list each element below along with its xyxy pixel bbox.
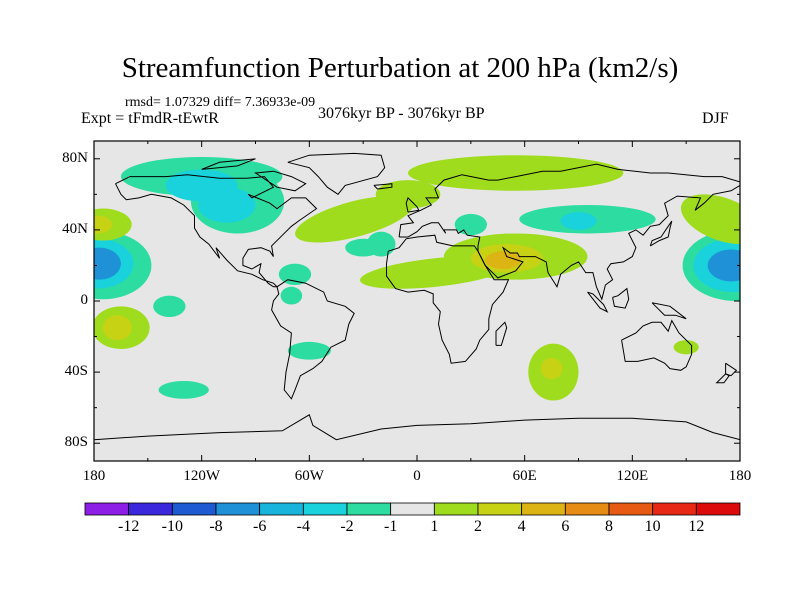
coastline-2 [271, 279, 355, 400]
field-middle-east-peak [485, 251, 522, 269]
coastline-11 [587, 291, 609, 313]
coastline-12 [651, 302, 687, 320]
colorbar-box [215, 502, 261, 516]
coastline-16 [254, 170, 307, 192]
colorbar-box [652, 502, 697, 516]
field-caribbean-neg [278, 263, 312, 286]
field-west-pacific-core [707, 249, 740, 282]
colorbar-label: -4 [296, 518, 310, 535]
coastline-3 [398, 163, 740, 301]
colorbar-box [128, 502, 173, 516]
field-tropical-pacific-neg [153, 295, 186, 318]
field-south-indian-core [540, 357, 563, 380]
colorbar-label: 4 [517, 518, 526, 535]
colorbar-label: -2 [340, 518, 354, 535]
period-label: 3076kyr BP - 3076kyr BP [318, 105, 485, 122]
colorbar-box [171, 502, 217, 516]
x-tick-label: 60W [294, 468, 324, 484]
colorbar-label: 6 [561, 518, 570, 535]
field-amazon-neg [280, 286, 303, 305]
field-australia-pos [673, 340, 699, 355]
colorbar-box [477, 502, 523, 516]
y-tick-label: 80S [64, 434, 88, 451]
colorbar-box [521, 502, 566, 516]
colorbar-label: 8 [605, 518, 613, 535]
x-tick-label: 0 [413, 468, 421, 484]
field-north-atlantic-pos [295, 195, 414, 243]
colorbar-box [302, 502, 348, 516]
coastline-15 [373, 183, 393, 190]
colorbar-label: -12 [117, 518, 140, 535]
colorbar-label: -1 [383, 518, 398, 535]
colorbar-label: 1 [430, 518, 439, 535]
colorbar-label: -8 [209, 518, 223, 535]
x-tick-label: 180 [82, 468, 106, 484]
colorbar-box [390, 502, 435, 516]
field-atlantic-sub-neg [345, 238, 382, 257]
coastline-14 [715, 373, 730, 384]
field-south-america-neg [287, 341, 331, 360]
colorbar-label: 12 [688, 518, 705, 535]
x-tick-label: 60E [512, 468, 537, 484]
coastline-9 [649, 220, 673, 247]
colorbar-box [608, 502, 654, 516]
field-mediterranean-neg [454, 213, 487, 236]
y-tick-label: 40N [62, 220, 88, 237]
field-eurasia-north-pos [408, 155, 624, 191]
y-tick-label: 0 [80, 292, 89, 308]
coastline-6 [94, 414, 740, 441]
coastline-1 [287, 152, 386, 195]
colorbar-label: 2 [474, 518, 482, 535]
colorbar-box [84, 502, 130, 516]
field-south-pacific-neg [158, 381, 209, 399]
x-tick-label: 120W [183, 468, 220, 484]
colorbar-label: 10 [644, 518, 661, 535]
coastline-7 [495, 321, 508, 346]
colorbar-box [259, 502, 304, 516]
field-central-asia-core [560, 212, 597, 230]
coastline-5 [621, 319, 693, 371]
coastline-8 [405, 196, 420, 213]
coastline-0 [115, 174, 318, 288]
colorbar [84, 502, 741, 516]
x-tick-label: 120E [616, 468, 649, 484]
y-tick-label: 80N [62, 149, 88, 166]
coastline-13 [725, 362, 738, 377]
coastline-4 [386, 234, 510, 364]
coastlines [94, 152, 740, 441]
field-npac-west-pos [680, 194, 740, 245]
coastline-10 [612, 287, 630, 309]
colorbar-label: -10 [161, 518, 183, 535]
coastline-17 [201, 158, 256, 170]
colorbar-box [564, 502, 610, 516]
season-label: DJF [702, 110, 729, 127]
field-east-pacific-core [94, 247, 121, 280]
colorbar-label: -6 [252, 518, 267, 535]
colorbar-box [695, 502, 741, 516]
field-north-america-core2 [198, 187, 256, 223]
colorbar-box [346, 502, 392, 516]
axis-ticks [93, 141, 741, 461]
y-tick-label: 40S [64, 363, 88, 380]
experiment-label: Expt = tFmdR-tEwtR [81, 110, 219, 127]
field-npac-east-core [94, 215, 112, 234]
chart-title: Streamfunction Perturbation at 200 hPa (… [121, 52, 679, 84]
stats-line: rmsd= 1.07329 diff= 7.36933e-09 [125, 95, 316, 110]
x-tick-label: 180 [728, 468, 752, 484]
colorbar-box [433, 502, 479, 516]
field-south-pacific-core [102, 315, 132, 341]
